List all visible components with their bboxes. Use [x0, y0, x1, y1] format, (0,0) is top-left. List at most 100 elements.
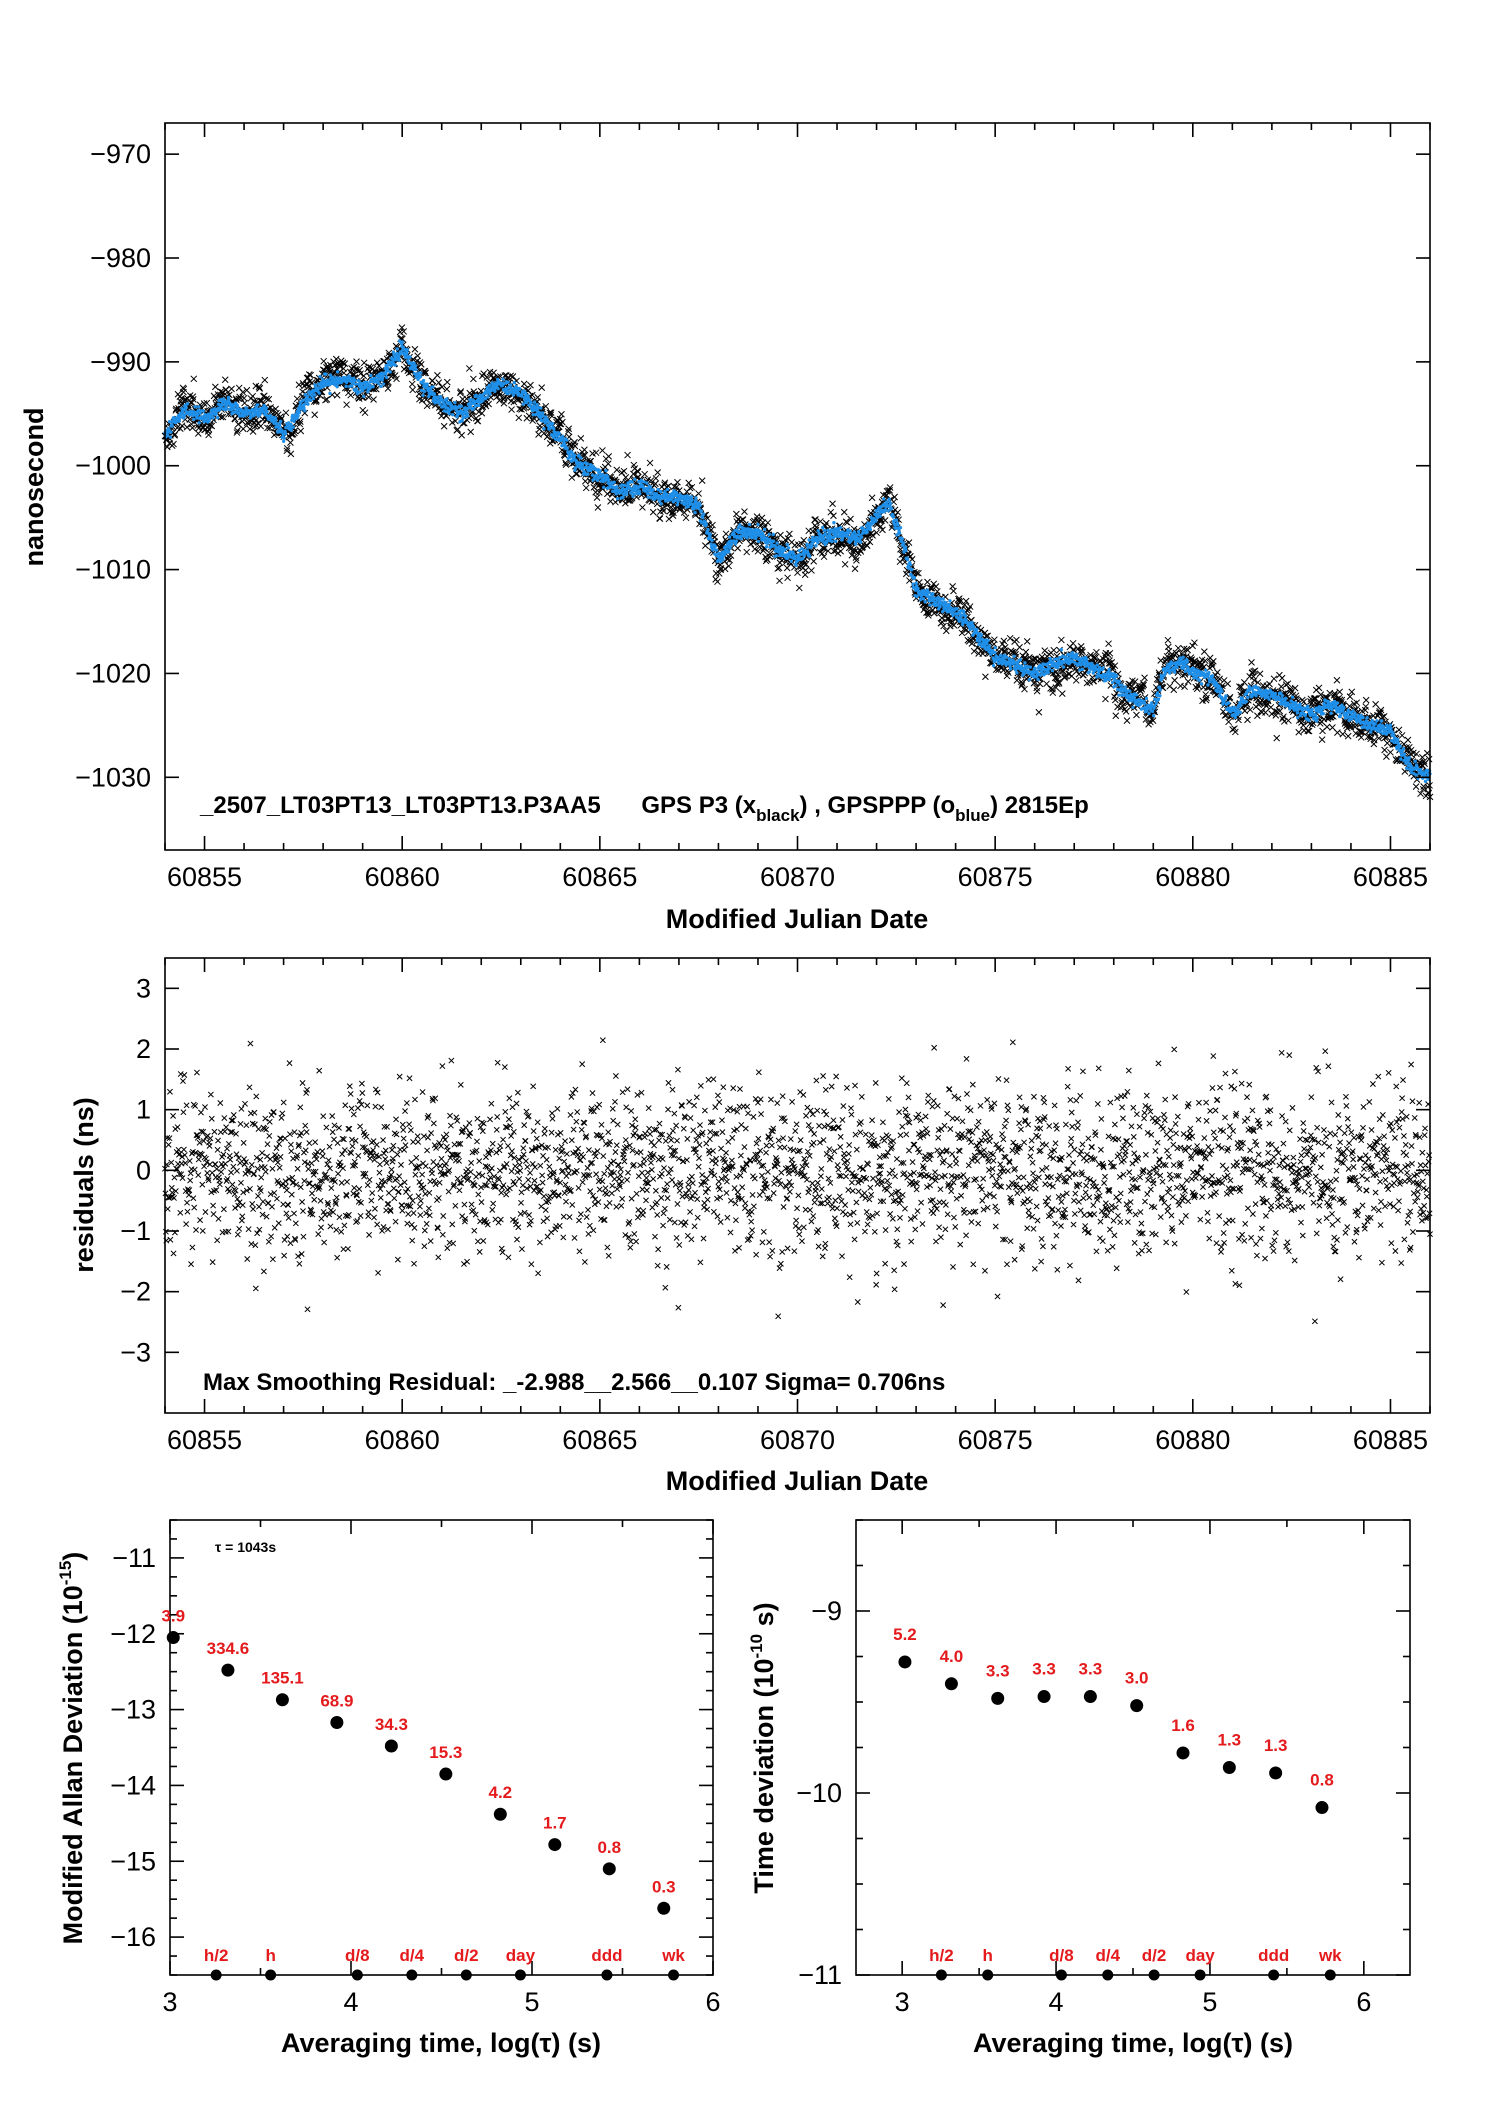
gpsppp-point	[1036, 677, 1040, 682]
gps-p3-point	[535, 431, 542, 438]
gps-p3-point	[385, 378, 392, 386]
gpsppp-point	[689, 495, 694, 499]
gps-p3-point	[1055, 678, 1063, 686]
gps-p3-point	[538, 384, 546, 391]
gpsppp-point	[962, 610, 966, 614]
gps-p3-point	[830, 512, 837, 520]
gps-p3-point	[1035, 708, 1043, 716]
gpsppp-point	[921, 596, 926, 601]
gps-p3-point	[205, 431, 212, 439]
gps-p3-point	[881, 517, 889, 524]
gpsppp-point	[771, 539, 776, 543]
gps-p3-point	[1049, 689, 1057, 697]
gps-p3-point	[565, 425, 573, 433]
gps-p3-point	[296, 418, 304, 425]
gpsppp-point	[195, 413, 200, 417]
gps-p3-point	[665, 515, 673, 523]
gps-p3-point	[1381, 746, 1388, 754]
gpsppp-point	[427, 394, 431, 399]
gps-p3-point	[547, 411, 555, 419]
gps-p3-point	[905, 539, 913, 546]
gps-p3-point	[323, 396, 331, 403]
gps-p3-point	[604, 460, 612, 468]
gpsppp-point	[745, 536, 749, 540]
gps-p3-point	[238, 417, 246, 425]
gpsppp-point	[889, 506, 894, 511]
gpsppp-point	[651, 488, 655, 492]
gpsppp-point	[414, 367, 418, 372]
gps-p3-point	[408, 380, 416, 388]
gps-p3-point	[798, 540, 805, 548]
gps-p3-point	[1074, 645, 1082, 653]
gps-p3-point	[733, 510, 740, 518]
gps-p3-point	[1058, 636, 1065, 644]
gpsppp-point	[931, 592, 935, 596]
gps-p3-point	[991, 636, 998, 644]
gpsppp-point	[1018, 657, 1023, 662]
gpsppp-point	[451, 412, 455, 417]
gpsppp-point	[721, 557, 725, 561]
gpsppp-point	[713, 544, 717, 549]
gps-p3-point	[764, 519, 772, 527]
gps-p3-point	[652, 474, 660, 482]
gps-p3-point	[547, 409, 555, 416]
gpsppp-point	[1015, 670, 1019, 675]
gps-p3-point	[483, 374, 491, 381]
gpsppp-point	[1012, 654, 1016, 658]
gpsppp-point	[255, 403, 260, 407]
gps-p3-point	[958, 629, 966, 637]
gps-p3-point	[301, 409, 309, 417]
gpsppp-point	[289, 428, 294, 432]
gps-p3-point	[863, 542, 871, 549]
gps-p3-point	[361, 409, 369, 417]
gpsppp-point	[727, 535, 732, 539]
gps-p3-point	[776, 577, 783, 585]
gps-p3-point	[698, 477, 706, 484]
gpsppp-point	[912, 575, 917, 580]
gps-p3-point	[1059, 667, 1067, 675]
gpsppp-point	[1128, 689, 1132, 693]
gps-p3-point	[1334, 729, 1341, 736]
gpsppp-point	[858, 540, 863, 544]
gpsppp-point	[493, 389, 497, 393]
gpsppp-point	[1028, 665, 1033, 669]
gps-p3-point	[800, 536, 808, 544]
gpsppp-point	[506, 380, 510, 384]
gpsppp-point	[438, 402, 442, 406]
gps-p3-point	[307, 371, 315, 379]
gps-p3-point	[741, 508, 748, 515]
gps-p3-point	[652, 480, 659, 488]
gps-p3-point	[704, 514, 711, 522]
gps-p3-point	[685, 479, 693, 487]
gps-p3-point	[558, 410, 565, 418]
gps-p3-point	[962, 597, 970, 605]
gpsppp-point	[987, 644, 992, 648]
gps-p3-point	[674, 478, 681, 486]
gps-p3-point	[879, 526, 886, 534]
gps-p3-point	[595, 489, 603, 496]
gps-p3-point	[249, 428, 257, 435]
gpsppp-point	[894, 518, 899, 522]
gpsppp-point	[632, 492, 636, 496]
gps-p3-point	[612, 478, 620, 486]
gpsppp-point	[802, 553, 806, 557]
gps-p3-point	[1052, 684, 1060, 691]
gps-p3-point	[325, 364, 332, 372]
gpsppp-point	[317, 391, 321, 395]
gpsppp-point	[565, 438, 569, 442]
gpsppp-point	[418, 375, 423, 379]
gps-p3-point	[1006, 634, 1014, 642]
gps-p3-point	[370, 396, 377, 403]
gpsppp-point	[868, 527, 873, 532]
gpsppp-point	[496, 386, 500, 391]
gps-p3-point	[393, 375, 400, 383]
gps-p3-point	[1404, 736, 1412, 744]
gpsppp-point	[690, 498, 694, 502]
gps-p3-point	[1020, 655, 1028, 663]
gps-p3-point	[1013, 636, 1020, 644]
gpsppp-point	[822, 528, 827, 533]
gpsppp-point	[883, 508, 887, 512]
gps-p3-point	[527, 381, 534, 389]
gps-p3-point	[577, 435, 585, 442]
gps-p3-point	[1022, 648, 1030, 656]
